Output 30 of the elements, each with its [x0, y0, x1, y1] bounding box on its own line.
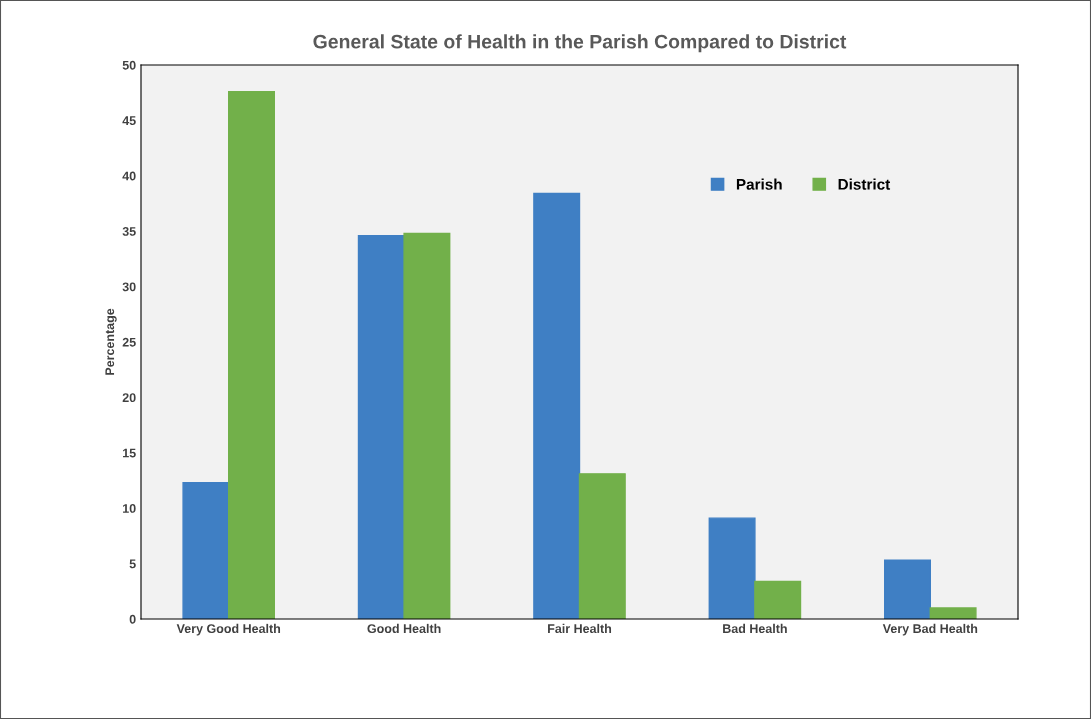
y-tick-label: 45 [122, 116, 136, 126]
bar [929, 607, 977, 619]
bar [578, 473, 626, 619]
y-tick-label: 50 [122, 60, 136, 70]
x-tick-label: Very Good Health [176, 623, 281, 636]
bar [182, 482, 230, 619]
bar [884, 559, 931, 619]
legend-label: Parish [736, 178, 782, 190]
y-axis-title: Percentage [105, 308, 117, 375]
bar [533, 192, 581, 619]
x-tick-label: Fair Health [548, 623, 612, 634]
y-tick-label: 35 [122, 227, 136, 236]
bar [228, 90, 275, 619]
y-tick-label: 15 [123, 448, 136, 458]
y-tick-label: 10 [123, 504, 136, 513]
bar [708, 517, 756, 619]
bar [754, 580, 802, 619]
y-tick-label: 5 [129, 559, 136, 569]
bar [357, 234, 405, 619]
y-tick-label: 0 [129, 614, 136, 624]
x-tick-label: Bad Health [723, 623, 787, 634]
x-tick-label: Very Bad Health [882, 623, 978, 636]
y-tick-label: 20 [122, 393, 136, 403]
legend-label: District [838, 178, 891, 190]
x-tick-label: Good Health [367, 623, 441, 634]
y-tick-label: 30 [122, 282, 136, 292]
bar [403, 232, 451, 619]
chart-title: General State of Health in the Parish Compared to District [313, 34, 847, 53]
y-tick-label: 25 [122, 337, 136, 347]
y-tick-label: 40 [122, 171, 136, 181]
